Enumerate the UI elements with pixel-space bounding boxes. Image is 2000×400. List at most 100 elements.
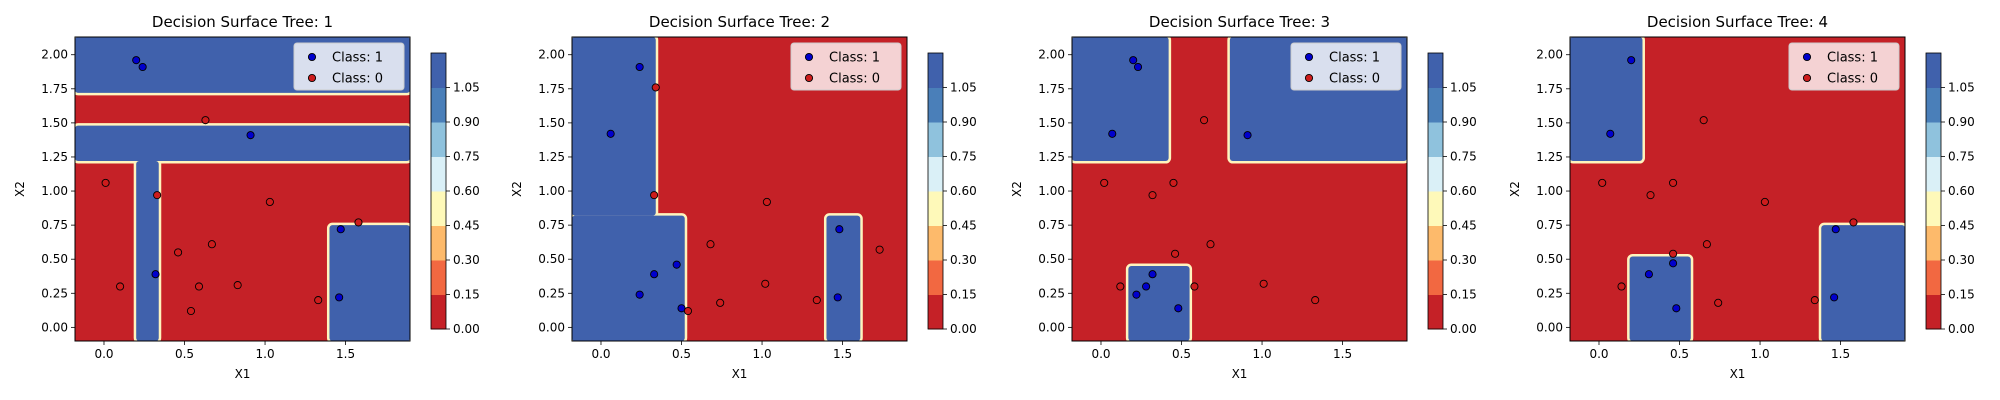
class-0-point [1171, 249, 1180, 258]
y-tick-label: 1.50 [1536, 116, 1563, 130]
colorbar-bin [431, 156, 446, 192]
legend-label: Class: 0 [829, 72, 880, 87]
colorbar-tick-label: 0.15 [1450, 288, 1477, 302]
legend-box [1788, 42, 1900, 91]
class-0-point [1116, 282, 1125, 291]
y-tick-label: 0.50 [538, 252, 565, 266]
class-1-region [1570, 37, 1643, 162]
class-0-point [1617, 282, 1626, 291]
colorbar-bin [431, 260, 446, 295]
x-tick-label: 1.0 [256, 347, 275, 361]
subplot-3: 0.0 0.5 1.0 1.5 0.00 0.25 0.50 0.75 1.00 1.25 1.50… [1010, 13, 1477, 381]
y-axis-label: X2 [13, 181, 27, 197]
colorbar-tick-label: 0.60 [950, 184, 977, 198]
legend-marker [1802, 73, 1812, 83]
x-tick-label: 1.5 [833, 347, 852, 361]
class-0-point [1100, 178, 1109, 187]
class-1-point [1142, 282, 1151, 291]
colorbar-bin [1926, 87, 1941, 123]
class-0-point [1646, 191, 1655, 200]
colorbar-tick-label: 0.00 [1948, 322, 1975, 336]
class-0-point [761, 279, 770, 288]
colorbar-bin [1926, 225, 1941, 261]
class-1-point [336, 225, 345, 234]
colorbar-tick-label: 0.60 [1450, 184, 1477, 198]
class-1-region [572, 37, 656, 216]
colorbar-tick-label: 0.15 [1948, 288, 1975, 302]
colorbar: 0.00 0.15 0.30 0.45 0.60 0.75 0.90 1.05 [1427, 52, 1477, 336]
y-tick-label: 0.25 [538, 286, 565, 300]
colorbar-bin [928, 260, 943, 295]
colorbar-tick-label: 0.90 [453, 115, 480, 129]
class-1-point [1831, 225, 1840, 234]
legend-label: Class: 1 [332, 51, 383, 66]
y-tick-label: 1.75 [1038, 82, 1065, 96]
colorbar-tick-label: 0.30 [1450, 253, 1477, 267]
class-0-point [683, 306, 693, 316]
x-tick-label: 1.0 [1253, 347, 1272, 361]
y-tick-label: 1.25 [1038, 150, 1065, 164]
y-tick-label: 1.25 [41, 150, 68, 164]
y-tick-label: 0.00 [1536, 320, 1563, 334]
colorbar-tick-label: 0.75 [1450, 150, 1477, 164]
colorbar-tick-label: 1.05 [453, 81, 480, 95]
class-1-point [151, 270, 160, 279]
colorbar-tick-label: 0.90 [1948, 115, 1975, 129]
y-tick-label: 0.50 [1536, 252, 1563, 266]
class-1-point [335, 293, 344, 302]
class-0-point [116, 282, 125, 291]
plot-frame [571, 36, 908, 342]
class-1-region [572, 215, 685, 341]
y-tick-label: 0.75 [1536, 218, 1563, 232]
colorbar-tick-label: 0.00 [453, 322, 480, 336]
colorbar-bin [928, 122, 943, 157]
colorbar-bin [1428, 87, 1443, 123]
y-axis-label: X2 [1010, 181, 1024, 197]
colorbar-tick-label: 1.05 [1450, 81, 1477, 95]
chart-title: Decision Surface Tree: 2 [649, 13, 830, 31]
colorbar-tick-label: 0.45 [1450, 219, 1477, 233]
colorbar-bin [928, 191, 943, 226]
colorbar-bin [1926, 122, 1941, 157]
colorbar-tick-label: 0.00 [950, 322, 977, 336]
colorbar-tick-label: 0.30 [1948, 253, 1975, 267]
class-0-point [153, 191, 162, 200]
colorbar-tick-label: 1.05 [1948, 81, 1975, 95]
colorbar-tick-label: 0.15 [950, 288, 977, 302]
y-tick-label: 0.00 [41, 320, 68, 334]
legend-label: Class: 1 [1827, 51, 1878, 66]
y-tick-label: 1.00 [1536, 184, 1563, 198]
class-1-point [672, 260, 681, 269]
colorbar-bin [431, 87, 446, 123]
colorbar: 0.00 0.15 0.30 0.45 0.60 0.75 0.90 1.05 [1925, 52, 1975, 336]
y-axis-label: X2 [510, 181, 524, 197]
x-axis-label: X1 [235, 367, 251, 381]
class-1-point [1830, 293, 1839, 302]
y-tick-label: 2.00 [41, 48, 68, 62]
class-0-point [1760, 197, 1769, 207]
x-tick-label: 0.5 [1172, 347, 1191, 361]
colorbar-bin [1428, 156, 1443, 192]
colorbar-tick-label: 0.60 [453, 184, 480, 198]
colorbar: 0.00 0.15 0.30 0.45 0.60 0.75 0.90 1.05 [430, 52, 480, 336]
class-0-point [1849, 218, 1858, 227]
y-tick-label: 2.00 [1536, 48, 1563, 62]
legend-label: Class: 1 [1329, 51, 1380, 66]
plot-frame [1071, 36, 1408, 342]
legend-marker [804, 73, 814, 83]
x-axis-label: X1 [732, 367, 748, 381]
class-1-point [650, 270, 659, 279]
class-0-point [650, 191, 659, 200]
class-1-region [826, 215, 861, 341]
class-1-region [75, 125, 410, 162]
class-1-region [1629, 256, 1691, 341]
x-tick-label: 0.0 [94, 347, 113, 361]
y-tick-label: 0.75 [41, 218, 68, 232]
colorbar-tick-label: 0.00 [1450, 322, 1477, 336]
class-1-point [1644, 270, 1653, 279]
class-1-point [1606, 129, 1615, 138]
y-tick-label: 1.75 [41, 82, 68, 96]
class-1-point [246, 131, 255, 140]
y-tick-label: 2.00 [1038, 48, 1065, 62]
y-axis-label: X2 [1508, 181, 1522, 197]
